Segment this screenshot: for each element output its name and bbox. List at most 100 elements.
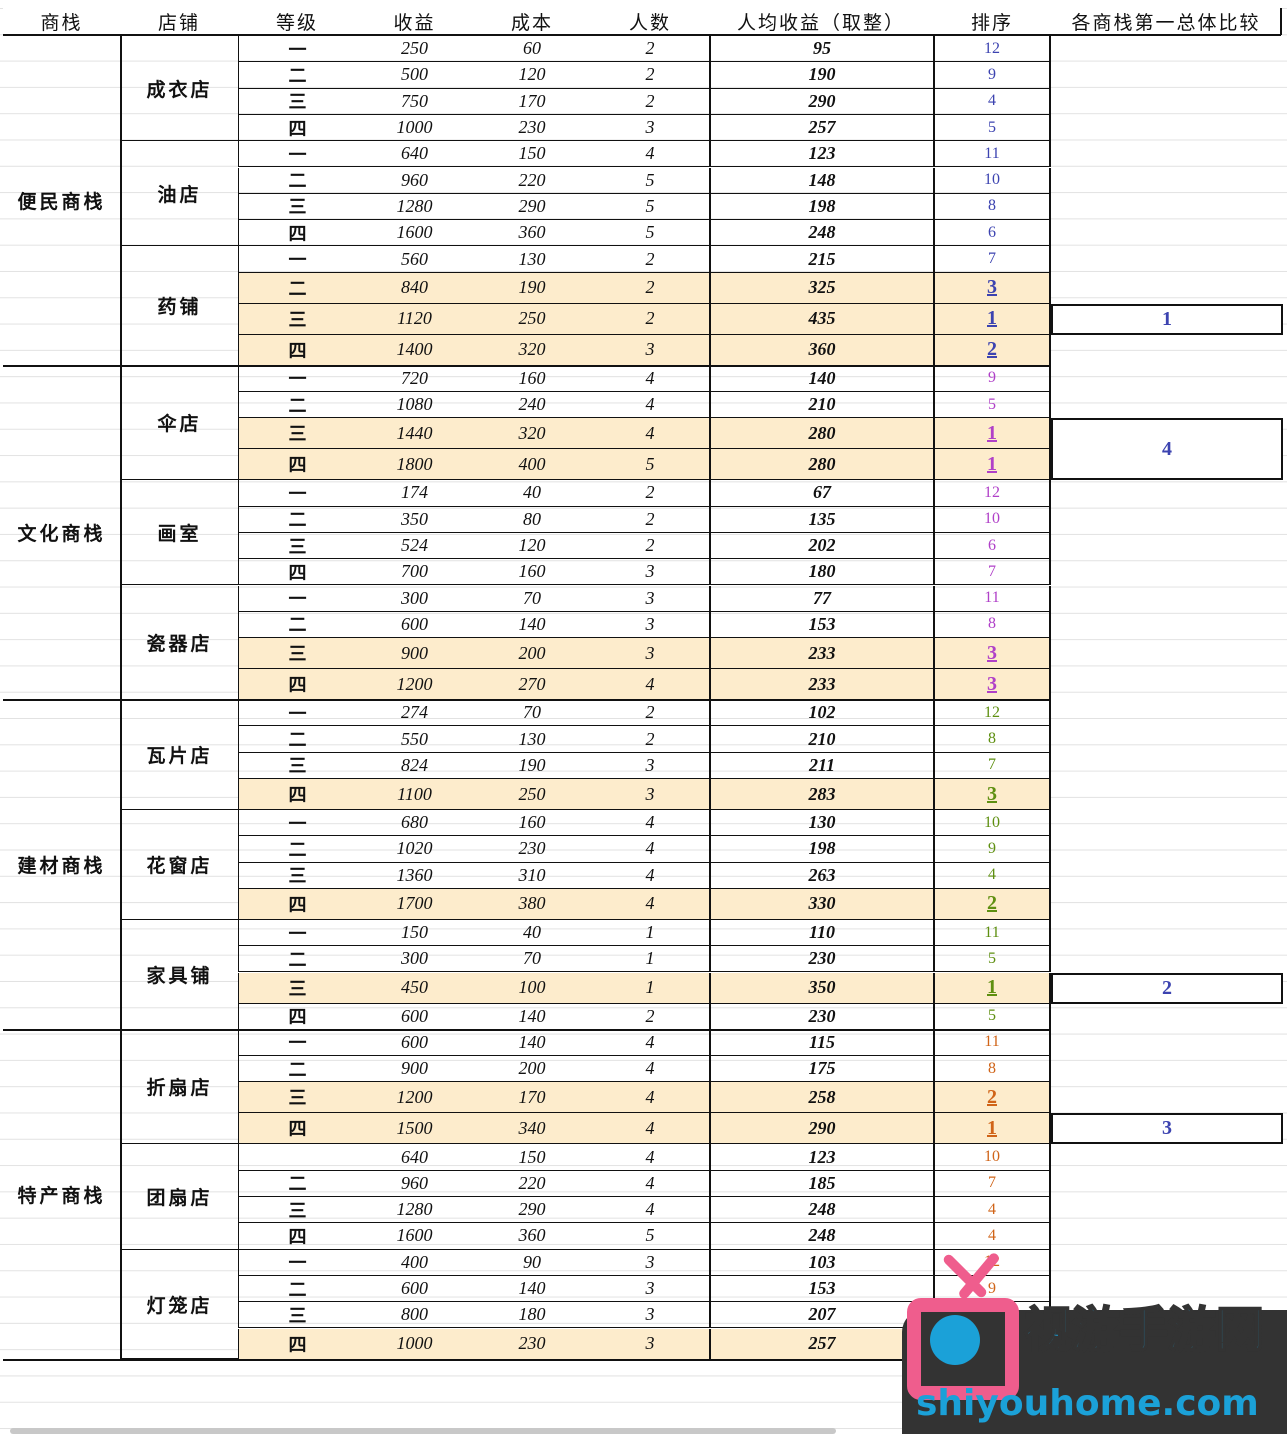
cost-cell[interactable]: 120 xyxy=(473,62,591,89)
level-cell[interactable]: 一 xyxy=(238,246,356,273)
cost-cell[interactable]: 360 xyxy=(473,220,591,247)
revenue-cell[interactable]: 1280 xyxy=(356,194,473,221)
people-cell[interactable]: 5 xyxy=(591,220,709,247)
cost-cell[interactable]: 160 xyxy=(473,810,591,837)
cost-cell[interactable]: 70 xyxy=(473,586,591,612)
rank-cell[interactable]: 1 xyxy=(933,303,1051,335)
avg-cell[interactable]: 202 xyxy=(709,532,933,560)
column-header[interactable]: 人均收益（取整） xyxy=(709,8,933,35)
people-cell[interactable]: 3 xyxy=(591,612,709,639)
avg-cell[interactable]: 257 xyxy=(709,114,933,142)
rank-cell[interactable]: 6 xyxy=(933,532,1051,560)
revenue-cell[interactable]: 1400 xyxy=(356,334,473,366)
revenue-cell[interactable]: 1000 xyxy=(356,1328,473,1360)
level-cell[interactable]: 二 xyxy=(238,1275,356,1303)
avg-cell[interactable]: 207 xyxy=(709,1302,933,1329)
rank-cell[interactable]: 10 xyxy=(933,1144,1051,1171)
revenue-cell[interactable]: 960 xyxy=(356,168,473,194)
people-cell[interactable]: 4 xyxy=(591,836,709,863)
level-cell[interactable]: 二 xyxy=(238,726,356,753)
revenue-cell[interactable]: 150 xyxy=(356,920,473,947)
cost-cell[interactable]: 70 xyxy=(473,700,591,727)
overall-compare-cell[interactable]: 2 xyxy=(1051,972,1283,1004)
avg-cell[interactable]: 153 xyxy=(709,1275,933,1303)
revenue-cell[interactable]: 1800 xyxy=(356,449,473,481)
avg-cell[interactable]: 198 xyxy=(709,193,933,221)
rank-cell[interactable]: 4 xyxy=(933,1197,1051,1224)
revenue-cell[interactable]: 174 xyxy=(356,480,473,507)
people-cell[interactable]: 4 xyxy=(591,1144,709,1171)
people-cell[interactable]: 4 xyxy=(591,669,709,701)
revenue-cell[interactable]: 350 xyxy=(356,507,473,533)
revenue-cell[interactable]: 250 xyxy=(356,36,473,63)
rank-cell[interactable]: 3 xyxy=(933,272,1051,304)
level-cell[interactable]: 二 xyxy=(238,1056,356,1083)
revenue-cell[interactable]: 800 xyxy=(356,1302,473,1329)
rank-cell[interactable]: 1 xyxy=(933,972,1051,1004)
people-cell[interactable]: 2 xyxy=(591,726,709,753)
market-name-cell[interactable]: 文化商栈 xyxy=(17,523,106,546)
cost-cell[interactable]: 140 xyxy=(473,612,591,639)
level-cell[interactable]: 二 xyxy=(238,272,356,304)
people-cell[interactable]: 1 xyxy=(591,920,709,947)
rank-cell[interactable]: 8 xyxy=(933,726,1051,753)
people-cell[interactable]: 4 xyxy=(591,1171,709,1197)
rank-cell[interactable]: 12 xyxy=(933,36,1051,63)
people-cell[interactable]: 2 xyxy=(591,533,709,560)
revenue-cell[interactable]: 500 xyxy=(356,62,473,89)
level-cell[interactable]: 四 xyxy=(238,888,356,920)
column-header[interactable]: 等级 xyxy=(238,8,356,35)
people-cell[interactable]: 1 xyxy=(591,946,709,973)
rank-cell[interactable]: 8 xyxy=(933,193,1051,221)
people-cell[interactable]: 3 xyxy=(591,334,709,366)
avg-cell[interactable]: 233 xyxy=(709,638,933,670)
rank-cell[interactable]: 9 xyxy=(933,365,1051,392)
level-cell[interactable]: 四 xyxy=(238,779,356,810)
avg-cell[interactable]: 140 xyxy=(709,365,933,392)
avg-cell[interactable]: 210 xyxy=(709,726,933,753)
avg-cell[interactable]: 185 xyxy=(709,1170,933,1197)
cost-cell[interactable]: 320 xyxy=(473,334,591,366)
cost-cell[interactable]: 230 xyxy=(473,115,591,142)
avg-cell[interactable]: 435 xyxy=(709,303,933,335)
people-cell[interactable]: 4 xyxy=(591,1082,709,1114)
people-cell[interactable]: 2 xyxy=(591,480,709,507)
rank-cell[interactable]: 3 xyxy=(933,779,1051,810)
revenue-cell[interactable]: 1440 xyxy=(356,418,473,450)
rank-cell[interactable]: 5 xyxy=(933,392,1051,419)
level-cell[interactable]: 二 xyxy=(238,167,356,194)
cost-cell[interactable]: 100 xyxy=(473,972,591,1004)
people-cell[interactable]: 2 xyxy=(591,303,709,335)
avg-cell[interactable]: 350 xyxy=(709,972,933,1004)
revenue-cell[interactable]: 1100 xyxy=(356,779,473,810)
avg-cell[interactable]: 123 xyxy=(709,1144,933,1171)
cost-cell[interactable]: 270 xyxy=(473,669,591,701)
level-cell[interactable]: 一 xyxy=(238,480,356,507)
rank-cell[interactable]: 11 xyxy=(933,919,1051,947)
avg-cell[interactable]: 210 xyxy=(709,392,933,419)
people-cell[interactable]: 4 xyxy=(591,366,709,392)
people-cell[interactable]: 3 xyxy=(591,1276,709,1303)
cost-cell[interactable]: 220 xyxy=(473,1171,591,1197)
cost-cell[interactable]: 250 xyxy=(473,303,591,335)
level-cell[interactable]: 一 xyxy=(238,1029,356,1057)
level-cell[interactable]: 四 xyxy=(238,1113,356,1145)
avg-cell[interactable]: 211 xyxy=(709,752,933,779)
cost-cell[interactable]: 360 xyxy=(473,1223,591,1250)
cost-cell[interactable]: 320 xyxy=(473,418,591,450)
level-cell[interactable]: 四 xyxy=(238,220,356,247)
avg-cell[interactable]: 283 xyxy=(709,779,933,810)
revenue-cell[interactable]: 300 xyxy=(356,946,473,973)
cost-cell[interactable]: 140 xyxy=(473,1030,591,1057)
cost-cell[interactable]: 310 xyxy=(473,863,591,889)
level-cell[interactable]: 四 xyxy=(238,1223,356,1250)
avg-cell[interactable]: 248 xyxy=(709,220,933,247)
people-cell[interactable]: 4 xyxy=(591,141,709,168)
level-cell[interactable]: 三 xyxy=(238,972,356,1004)
level-cell[interactable] xyxy=(238,1144,356,1171)
level-cell[interactable]: 三 xyxy=(238,1197,356,1224)
column-header[interactable]: 店铺 xyxy=(120,8,238,35)
people-cell[interactable]: 4 xyxy=(591,1030,709,1057)
people-cell[interactable]: 2 xyxy=(591,89,709,115)
shop-name-cell[interactable]: 成衣店 xyxy=(120,36,238,142)
